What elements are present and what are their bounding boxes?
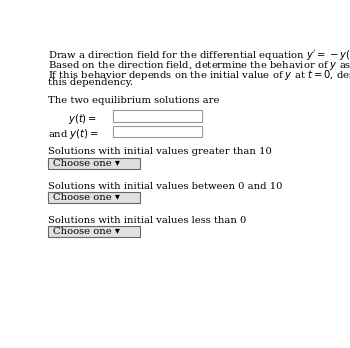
Text: Choose one ▾: Choose one ▾	[53, 159, 120, 168]
Text: Draw a direction field for the differential equation $y' = -y(10 - y)$.: Draw a direction field for the different…	[48, 48, 350, 62]
Text: Solutions with initial values less than 0: Solutions with initial values less than …	[48, 216, 246, 225]
Text: Solutions with initial values between 0 and 10: Solutions with initial values between 0 …	[48, 182, 282, 191]
FancyBboxPatch shape	[113, 126, 202, 137]
Text: this dependency.: this dependency.	[48, 78, 133, 87]
Text: and $y(t) =$: and $y(t) =$	[48, 127, 99, 141]
FancyBboxPatch shape	[48, 226, 140, 237]
Text: Choose one ▾: Choose one ▾	[53, 193, 120, 202]
Text: The two equilibrium solutions are: The two equilibrium solutions are	[48, 95, 219, 104]
Text: Choose one ▾: Choose one ▾	[53, 227, 120, 236]
Text: Solutions with initial values greater than 10: Solutions with initial values greater th…	[48, 148, 272, 157]
FancyBboxPatch shape	[48, 158, 140, 169]
FancyBboxPatch shape	[48, 192, 140, 203]
FancyBboxPatch shape	[113, 110, 202, 122]
Text: If this behavior depends on the initial value of $y$ at $t = 0$, describe: If this behavior depends on the initial …	[48, 68, 350, 82]
Text: $y(t) =$: $y(t) =$	[68, 112, 97, 126]
Text: Based on the direction field, determine the behavior of $y$ as $t \to \infty$.: Based on the direction field, determine …	[48, 58, 350, 72]
